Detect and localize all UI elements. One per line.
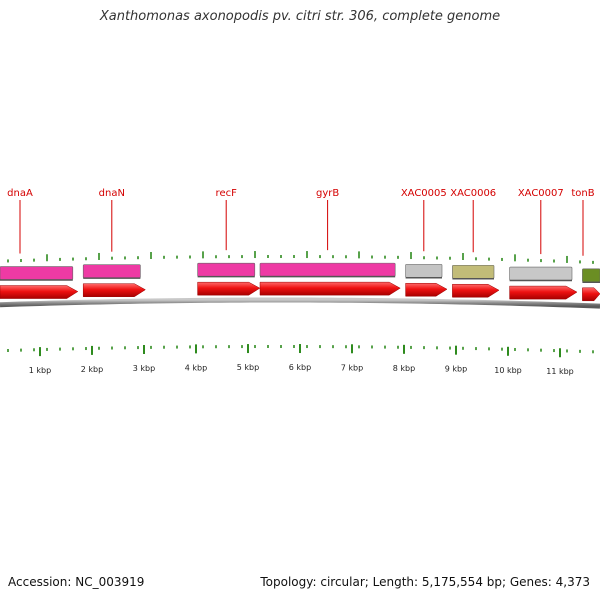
scale-tick-label: 4 kbp: [185, 363, 207, 372]
cds-arrow: [0, 285, 79, 299]
scale-tick-label: 2 kbp: [81, 365, 103, 374]
gene-label: XAC0006: [450, 188, 496, 199]
gene-block: [452, 264, 495, 279]
cds-arrow: [452, 283, 500, 298]
gene-label: gyrB: [316, 188, 339, 199]
cds-arrow: [197, 281, 261, 296]
scale-tick-label: 1 kbp: [29, 366, 51, 375]
gene-block: [0, 266, 74, 280]
gene-block: [509, 266, 573, 281]
scale-tick-track: [7, 344, 594, 358]
cds-arrow-track: [0, 281, 600, 302]
gene-label: recF: [216, 188, 238, 199]
gene-label-layer: dnaA dnaN recF gyrB XAC0005 XAC0006 XAC0007 ton…: [7, 188, 595, 256]
gene-block: [197, 262, 256, 277]
scale-tick-label: 3 kbp: [133, 364, 155, 373]
gene-label: XAC0007: [518, 188, 564, 199]
cds-arrow: [582, 287, 600, 302]
cds-arrow: [82, 283, 146, 297]
scale-tick-label: 9 kbp: [445, 365, 467, 374]
scale-tick-label: 10 kbp: [494, 366, 522, 375]
scale-tick-label: 5 kbp: [237, 363, 259, 372]
gene-label: XAC0005: [401, 188, 447, 199]
scale-tick-label: 11 kbp: [546, 367, 574, 376]
cds-arrow: [405, 282, 448, 297]
gene-label: dnaA: [7, 188, 33, 199]
gene-track: [0, 262, 600, 284]
gene-block: [259, 262, 396, 277]
gene-block: [82, 264, 141, 278]
cds-arrow: [259, 281, 401, 296]
genome-title: Xanthomonas axonopodis pv. citri str. 30…: [99, 9, 501, 24]
scale-label-layer: 1 kbp 2 kbp 3 kbp 4 kbp 5 kbp 6 kbp 7 kbp 8 kbp…: [29, 363, 574, 376]
gene-block: [405, 263, 443, 278]
cds-arrow: [509, 285, 578, 300]
scale-tick-label: 8 kbp: [393, 364, 415, 373]
scale-tick-label: 7 kbp: [341, 363, 363, 372]
scale-tick-label: 6 kbp: [289, 363, 311, 372]
gene-label: tonB: [571, 188, 594, 199]
genome-stats-label: Topology: circular; Length: 5,175,554 bp…: [260, 575, 590, 589]
upper-tick-track: [7, 251, 594, 264]
gene-label: dnaN: [99, 188, 125, 199]
accession-label: Accession: NC_003919: [8, 575, 145, 589]
gene-block: [582, 268, 600, 283]
genome-backbone: [0, 297, 600, 309]
